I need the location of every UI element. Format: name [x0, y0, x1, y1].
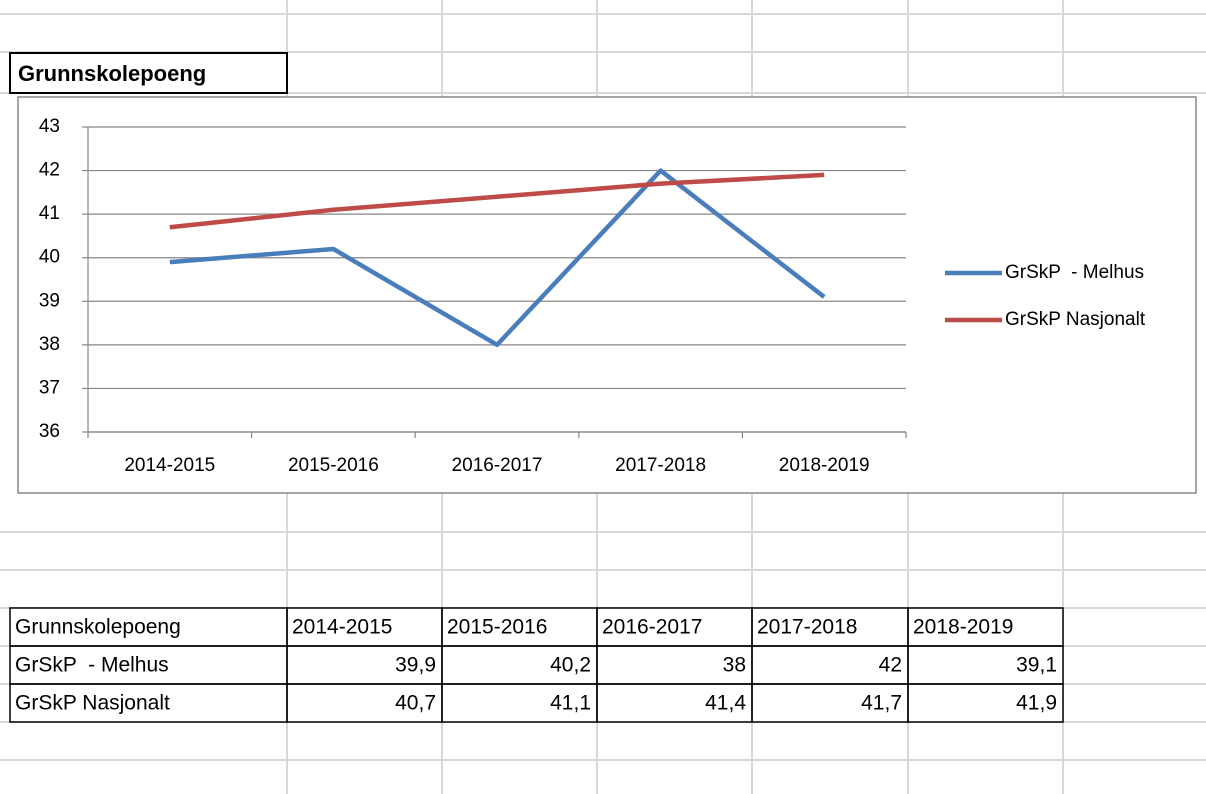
table-bg	[10, 608, 1063, 722]
y-tick-label: 39	[39, 290, 60, 311]
x-tick-label: 2015-2016	[288, 455, 379, 476]
x-tick-label: 2016-2017	[452, 455, 543, 476]
legend-label: GrSkP Nasjonalt	[1005, 309, 1146, 330]
y-tick-label: 37	[39, 377, 60, 398]
title-cell-text: Grunnskolepoeng	[18, 61, 206, 86]
chart-area	[17, 96, 1197, 494]
series-line	[169, 168, 826, 348]
table-cell-text: 42	[879, 654, 902, 677]
table-cell-text: 41,4	[705, 692, 746, 715]
table-cell-text: 38	[723, 654, 746, 677]
table-cell-text: GrSkP Nasjonalt	[15, 692, 170, 715]
table-cell-text: 41,9	[1016, 692, 1057, 715]
table-cell-text: 2018-2019	[913, 616, 1013, 639]
legend-label: GrSkP - Melhus	[1005, 262, 1144, 283]
table-cell-text: 2016-2017	[602, 616, 702, 639]
table-cell-text: 41,7	[861, 692, 902, 715]
series-line	[169, 172, 825, 230]
table-cell-text: 2014-2015	[292, 616, 392, 639]
table-cell-text: 40,2	[550, 654, 591, 677]
table-cell-text: 39,9	[395, 654, 436, 677]
y-tick-label: 40	[39, 247, 60, 268]
title-cell	[9, 52, 288, 94]
y-tick-label: 41	[39, 203, 60, 224]
table-cell	[907, 683, 1064, 723]
table-cell-text: Grunnskolepoeng	[15, 616, 181, 639]
y-tick-label: 43	[39, 116, 60, 137]
table-cell-text: 2015-2016	[447, 616, 547, 639]
table-cell-text: 41,1	[550, 692, 591, 715]
y-tick-label: 42	[39, 160, 60, 181]
table-cell-text: 39,1	[1016, 654, 1057, 677]
x-tick-label: 2018-2019	[779, 455, 870, 476]
x-tick-label: 2017-2018	[615, 455, 706, 476]
y-tick-label: 38	[39, 334, 60, 355]
y-tick-label: 36	[39, 421, 60, 442]
table-cell-text: 40,7	[395, 692, 436, 715]
x-tick-label: 2014-2015	[124, 455, 215, 476]
table-cell-text: 2017-2018	[757, 616, 857, 639]
table-cell-text: GrSkP - Melhus	[15, 654, 169, 677]
